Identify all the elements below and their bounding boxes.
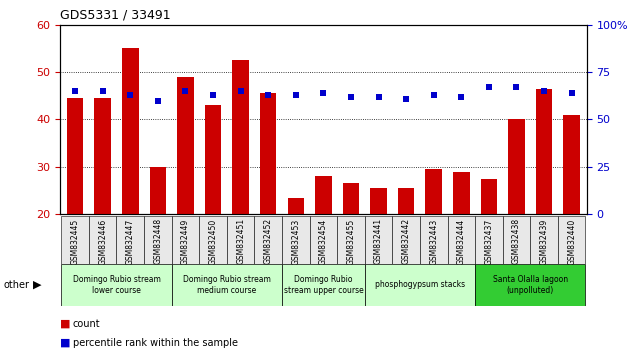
Bar <box>254 216 282 264</box>
Point <box>70 88 80 94</box>
Bar <box>172 264 282 306</box>
Point <box>208 92 218 98</box>
Text: GSM832451: GSM832451 <box>236 218 245 264</box>
Text: GSM832438: GSM832438 <box>512 218 521 264</box>
Text: other: other <box>3 280 29 290</box>
Point <box>539 88 549 94</box>
Bar <box>503 216 530 264</box>
Text: GSM832454: GSM832454 <box>319 218 328 264</box>
Text: GSM832441: GSM832441 <box>374 218 383 264</box>
Point <box>456 94 466 99</box>
Text: Domingo Rubio
stream upper course: Domingo Rubio stream upper course <box>283 275 363 295</box>
Bar <box>343 183 359 214</box>
Text: ▶: ▶ <box>33 280 41 290</box>
Bar <box>227 216 254 264</box>
Point <box>346 94 356 99</box>
Bar <box>95 98 111 214</box>
Point <box>263 92 273 98</box>
Bar <box>315 176 332 214</box>
Bar <box>61 264 172 306</box>
Text: GSM832453: GSM832453 <box>292 218 300 264</box>
Text: Santa Olalla lagoon
(unpolluted): Santa Olalla lagoon (unpolluted) <box>493 275 568 295</box>
Point <box>98 88 108 94</box>
Bar <box>365 216 392 264</box>
Bar <box>370 188 387 214</box>
Bar <box>260 93 276 214</box>
Bar <box>481 179 497 214</box>
Bar <box>117 216 144 264</box>
Text: ■: ■ <box>60 338 71 348</box>
Bar <box>282 264 365 306</box>
Text: GDS5331 / 33491: GDS5331 / 33491 <box>60 9 170 22</box>
Text: GSM832448: GSM832448 <box>153 218 162 264</box>
Bar <box>398 188 415 214</box>
Bar <box>288 198 304 214</box>
Point <box>401 96 411 102</box>
Bar <box>61 216 89 264</box>
Point <box>567 90 577 96</box>
Text: GSM832447: GSM832447 <box>126 218 135 264</box>
Bar <box>232 60 249 214</box>
Bar <box>558 216 586 264</box>
Text: phosphogypsum stacks: phosphogypsum stacks <box>375 280 465 290</box>
Text: GSM832437: GSM832437 <box>485 218 493 264</box>
Bar <box>282 216 310 264</box>
Bar <box>508 119 525 214</box>
Bar <box>530 216 558 264</box>
Point <box>235 88 245 94</box>
Point <box>291 92 301 98</box>
Text: GSM832449: GSM832449 <box>181 218 190 264</box>
Text: GSM832452: GSM832452 <box>264 218 273 264</box>
Text: percentile rank within the sample: percentile rank within the sample <box>73 338 237 348</box>
Bar <box>310 216 337 264</box>
Bar <box>563 115 580 214</box>
Text: GSM832440: GSM832440 <box>567 218 576 264</box>
Bar <box>425 169 442 214</box>
Point <box>318 90 328 96</box>
Bar <box>150 167 166 214</box>
Text: GSM832442: GSM832442 <box>402 218 411 264</box>
Text: GSM832455: GSM832455 <box>346 218 355 264</box>
Bar <box>172 216 199 264</box>
Point <box>512 85 522 90</box>
Point <box>428 92 439 98</box>
Bar <box>447 216 475 264</box>
Text: GSM832443: GSM832443 <box>429 218 439 264</box>
Bar <box>365 264 475 306</box>
Bar <box>337 216 365 264</box>
Point <box>180 88 191 94</box>
Bar <box>475 264 586 306</box>
Bar <box>67 98 83 214</box>
Text: GSM832439: GSM832439 <box>540 218 548 264</box>
Bar <box>122 48 139 214</box>
Bar <box>420 216 447 264</box>
Bar <box>392 216 420 264</box>
Point <box>484 85 494 90</box>
Text: GSM832445: GSM832445 <box>71 218 80 264</box>
Text: Domingo Rubio stream
lower course: Domingo Rubio stream lower course <box>73 275 160 295</box>
Bar <box>475 216 503 264</box>
Text: GSM832444: GSM832444 <box>457 218 466 264</box>
Bar <box>177 77 194 214</box>
Bar <box>453 172 469 214</box>
Text: GSM832446: GSM832446 <box>98 218 107 264</box>
Text: GSM832450: GSM832450 <box>208 218 218 264</box>
Text: Domingo Rubio stream
medium course: Domingo Rubio stream medium course <box>183 275 271 295</box>
Text: ■: ■ <box>60 319 71 329</box>
Bar <box>199 216 227 264</box>
Bar <box>205 105 221 214</box>
Point <box>125 92 135 98</box>
Bar <box>89 216 117 264</box>
Point <box>374 94 384 99</box>
Bar <box>144 216 172 264</box>
Point <box>153 98 163 103</box>
Bar <box>536 89 552 214</box>
Text: count: count <box>73 319 100 329</box>
